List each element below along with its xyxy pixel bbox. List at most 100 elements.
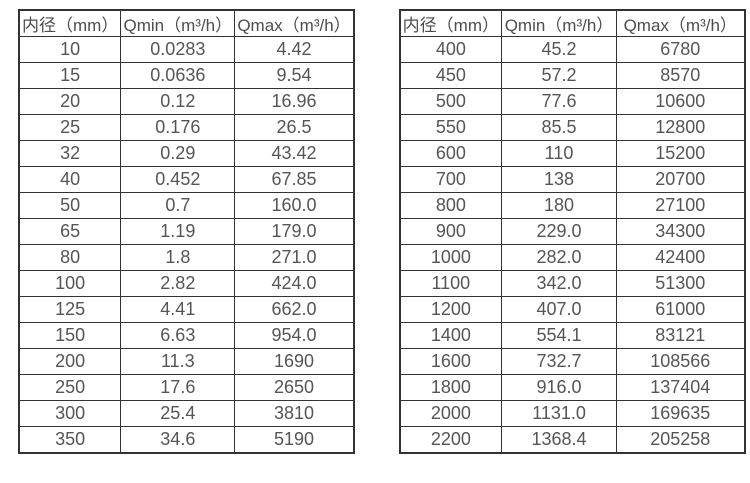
table-cell: 85.5 (501, 114, 617, 141)
table-cell: 1131.0 (501, 400, 617, 427)
table-cell: 550 (399, 114, 502, 141)
table-row: 1600 732.7 108566 (399, 348, 745, 375)
column-header-qmax: Qmax（m³/h） (234, 9, 355, 37)
table-row: 800 180 27100 (399, 192, 745, 219)
column-header-qmin: Qmin（m³/h） (501, 9, 617, 37)
table-cell: 250 (18, 374, 122, 401)
table-cell: 25.4 (120, 400, 236, 427)
table-row: 500 77.6 10600 (399, 88, 745, 115)
table-cell: 180 (501, 192, 617, 219)
table-cell: 500 (399, 88, 502, 115)
table-cell: 3810 (234, 400, 355, 427)
table-row: 65 1.19 179.0 (18, 218, 355, 245)
table-cell: 6780 (616, 36, 745, 63)
table-cell: 16.96 (234, 88, 355, 115)
table-cell: 350 (18, 426, 122, 453)
table-cell: 20 (18, 88, 122, 115)
table-cell: 4.42 (234, 36, 355, 63)
table-cell: 1690 (234, 348, 355, 375)
table-cell: 954.0 (234, 322, 355, 349)
table-cell: 0.12 (120, 88, 236, 115)
table-cell: 138 (501, 166, 617, 193)
table-cell: 732.7 (501, 348, 617, 375)
table-row: 550 85.5 12800 (399, 114, 745, 141)
table-cell: 8570 (616, 62, 745, 89)
table-cell: 65 (18, 218, 122, 245)
table-body: 400 45.2 6780 450 57.2 8570 500 77.6 10600 550 85.… (399, 36, 745, 453)
table-cell: 40 (18, 166, 122, 193)
table-cell: 300 (18, 400, 122, 427)
table-row: 300 25.4 3810 (18, 400, 355, 427)
table-cell: 57.2 (501, 62, 617, 89)
table-cell: 700 (399, 166, 502, 193)
table-cell: 150 (18, 322, 122, 349)
table-cell: 125 (18, 296, 122, 323)
table-cell: 0.452 (120, 166, 236, 193)
table-row: 600 110 15200 (399, 140, 745, 167)
table-row: 20 0.12 16.96 (18, 88, 355, 115)
table-row: 450 57.2 8570 (399, 62, 745, 89)
table-row: 1400 554.1 83121 (399, 322, 745, 349)
table-cell: 229.0 (501, 218, 617, 245)
table-row: 32 0.29 43.42 (18, 140, 355, 167)
table-cell: 400 (399, 36, 502, 63)
table-cell: 17.6 (120, 374, 236, 401)
table-cell: 600 (399, 140, 502, 167)
table-cell: 43.42 (234, 140, 355, 167)
table-cell: 0.29 (120, 140, 236, 167)
table-cell: 34.6 (120, 426, 236, 453)
table-row: 2200 1368.4 205258 (399, 426, 745, 453)
table-cell: 1368.4 (501, 426, 617, 453)
table-row: 15 0.0636 9.54 (18, 62, 355, 89)
table-cell: 15200 (616, 140, 745, 167)
table-cell: 61000 (616, 296, 745, 323)
column-header-qmax: Qmax（m³/h） (616, 9, 745, 37)
table-cell: 77.6 (501, 88, 617, 115)
table-cell: 160.0 (234, 192, 355, 219)
table-cell: 205258 (616, 426, 745, 453)
flow-spec-table-small-diameters: 内径（mm） Qmin（m³/h） Qmax（m³/h） 10 0.0283 4.4… (18, 9, 355, 454)
header-row: 内径（mm） Qmin（m³/h） Qmax（m³/h） (399, 9, 745, 37)
table-cell: 137404 (616, 374, 745, 401)
table-row: 150 6.63 954.0 (18, 322, 355, 349)
column-header-qmin: Qmin（m³/h） (120, 9, 236, 37)
table-cell: 25 (18, 114, 122, 141)
table-cell: 0.0283 (120, 36, 236, 63)
table-cell: 34300 (616, 218, 745, 245)
table-row: 900 229.0 34300 (399, 218, 745, 245)
table-cell: 1.19 (120, 218, 236, 245)
table-cell: 900 (399, 218, 502, 245)
table-row: 25 0.176 26.5 (18, 114, 355, 141)
table-cell: 1100 (399, 270, 502, 297)
table-cell: 800 (399, 192, 502, 219)
table-cell: 2.82 (120, 270, 236, 297)
table-cell: 342.0 (501, 270, 617, 297)
table-cell: 6.63 (120, 322, 236, 349)
table-cell: 2000 (399, 400, 502, 427)
header-row: 内径（mm） Qmin（m³/h） Qmax（m³/h） (18, 9, 355, 37)
table-row: 80 1.8 271.0 (18, 244, 355, 271)
table-cell: 20700 (616, 166, 745, 193)
table-cell: 1800 (399, 374, 502, 401)
column-header-inner-diameter: 内径（mm） (18, 9, 122, 37)
table-cell: 282.0 (501, 244, 617, 271)
table-cell: 15 (18, 62, 122, 89)
table-cell: 0.0636 (120, 62, 236, 89)
table-row: 400 45.2 6780 (399, 36, 745, 63)
table-cell: 179.0 (234, 218, 355, 245)
table-cell: 45.2 (501, 36, 617, 63)
table-row: 40 0.452 67.85 (18, 166, 355, 193)
table-cell: 42400 (616, 244, 745, 271)
table-row: 1800 916.0 137404 (399, 374, 745, 401)
table-cell: 271.0 (234, 244, 355, 271)
table-cell: 83121 (616, 322, 745, 349)
table-body: 10 0.0283 4.42 15 0.0636 9.54 20 0.12 16.96 25 0.1… (18, 36, 355, 453)
column-header-inner-diameter: 内径（mm） (399, 9, 502, 37)
table-row: 350 34.6 5190 (18, 426, 355, 453)
table-cell: 110 (501, 140, 617, 167)
table-cell: 0.176 (120, 114, 236, 141)
table-cell: 450 (399, 62, 502, 89)
table-cell: 662.0 (234, 296, 355, 323)
table-row: 1000 282.0 42400 (399, 244, 745, 271)
